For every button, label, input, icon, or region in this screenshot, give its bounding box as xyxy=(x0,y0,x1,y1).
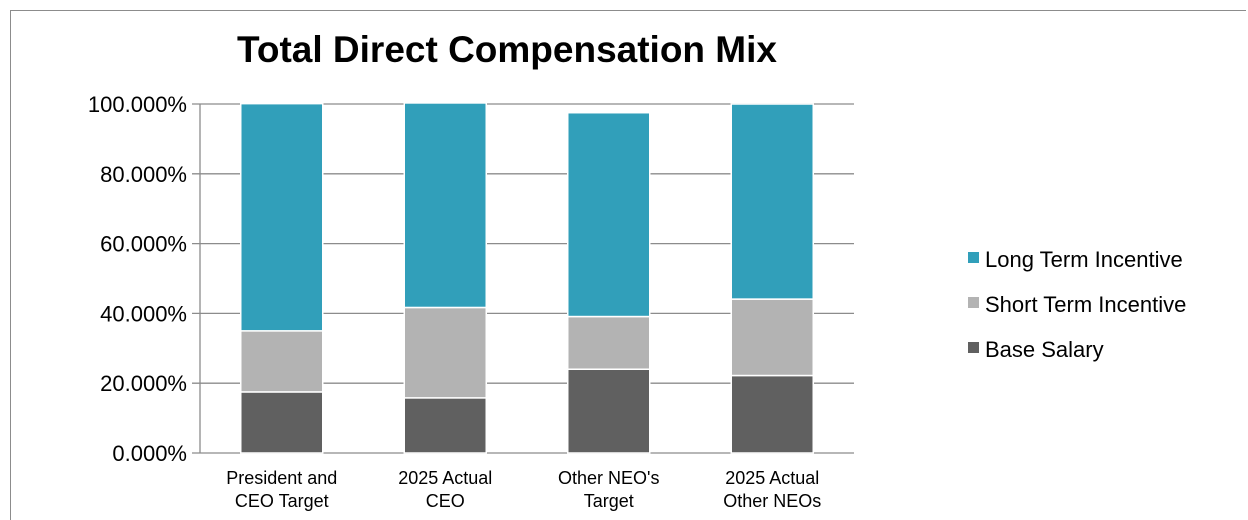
x-tick-label: Target xyxy=(584,491,634,511)
bar-base-salary xyxy=(240,391,324,454)
bar-long-term-incentive xyxy=(403,102,487,309)
x-tick-label: Other NEO's xyxy=(558,468,659,488)
y-tick-label: 40.000% xyxy=(100,301,187,326)
y-tick-label: 60.000% xyxy=(100,232,187,257)
bar-long-term-incentive xyxy=(567,111,651,318)
y-tick-label: 0.000% xyxy=(112,441,187,466)
legend-label: Base Salary xyxy=(985,337,1104,362)
bar-short-term-incentive xyxy=(240,330,324,393)
bar-short-term-incentive xyxy=(730,298,814,377)
legend-swatch xyxy=(968,342,979,353)
y-tick-label: 100.000% xyxy=(88,92,187,117)
bar-short-term-incentive xyxy=(403,306,487,399)
chart-title: Total Direct Compensation Mix xyxy=(237,29,777,70)
x-tick-label: CEO Target xyxy=(235,491,329,511)
y-tick-label: 80.000% xyxy=(100,162,187,187)
bar-base-salary xyxy=(730,374,814,454)
legend-label: Long Term Incentive xyxy=(985,247,1183,272)
x-tick-label: CEO xyxy=(426,491,465,511)
bar-long-term-incentive xyxy=(240,102,324,332)
legend-swatch xyxy=(968,252,979,263)
bar-base-salary xyxy=(403,397,487,454)
x-tick-label: Other NEOs xyxy=(723,491,821,511)
x-tick-label: 2025 Actual xyxy=(725,468,819,488)
y-tick-label: 20.000% xyxy=(100,371,187,396)
x-tick-label: 2025 Actual xyxy=(398,468,492,488)
bar-base-salary xyxy=(567,368,651,454)
legend-swatch xyxy=(968,297,979,308)
x-axis-ticks: President and CEO Target 2025 Actual CEO Oth… xyxy=(226,468,821,511)
y-axis-ticks: 0.000% 20.000% 40.000% 60.000% 80.000% 100.00… xyxy=(88,92,187,466)
legend: Long Term Incentive Short Term Incentive B… xyxy=(968,247,1186,362)
bars xyxy=(240,102,814,454)
x-tick-label: President and xyxy=(226,468,337,488)
bar-short-term-incentive xyxy=(567,315,651,370)
legend-label: Short Term Incentive xyxy=(985,292,1186,317)
bar-long-term-incentive xyxy=(730,103,814,300)
chart-frame xyxy=(10,10,1246,520)
